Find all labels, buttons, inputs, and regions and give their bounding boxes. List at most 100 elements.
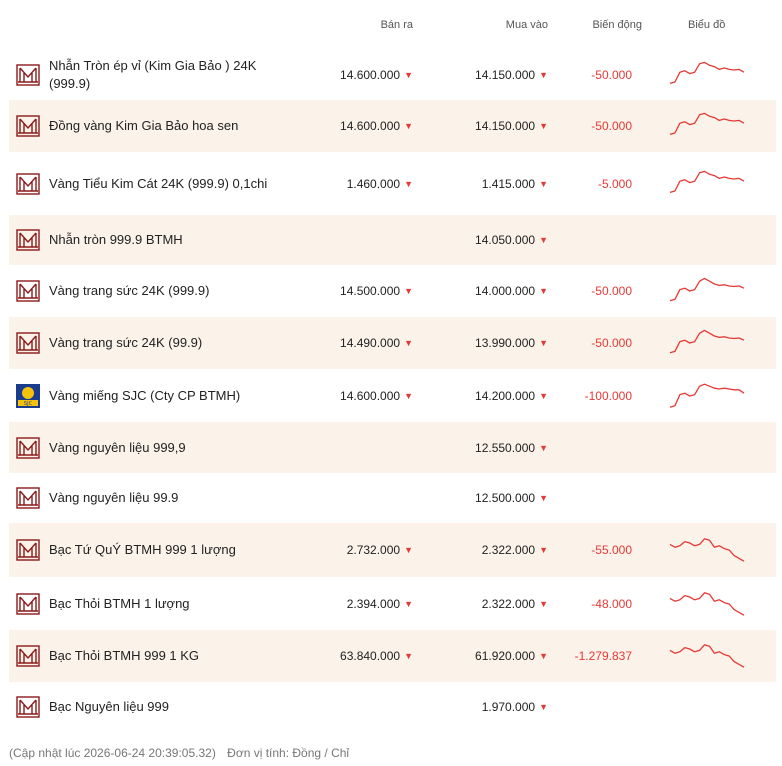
- footer: (Cập nhật lúc 2026-06-24 20:39:05.32) Đơ…: [9, 746, 349, 760]
- trend-sparkline[interactable]: [667, 587, 747, 621]
- unit-label: Đơn vị tính: Đồng / Chỉ: [227, 746, 350, 760]
- buy-price: 61.920.000 ▼: [475, 649, 548, 663]
- sell-price: 1.460.000 ▼: [347, 177, 413, 191]
- table-row[interactable]: Nhẫn tròn 999.9 BTMH 14.050.000 ▼: [9, 215, 776, 265]
- down-arrow-icon: ▼: [404, 178, 413, 189]
- table-row[interactable]: Vàng trang sức 24K (999.9) 14.500.000 ▼ 14.…: [9, 265, 776, 317]
- header-buy: Mua vào: [505, 19, 548, 31]
- sell-price: 2.394.000 ▼: [347, 597, 413, 611]
- trend-sparkline[interactable]: [667, 533, 747, 567]
- buy-price: 1.970.000 ▼: [482, 700, 548, 714]
- sell-price: 14.600.000 ▼: [340, 119, 413, 133]
- table-row[interactable]: Bạc Tứ QuÝ BTMH 999 1 lượng 2.732.000 ▼ 2.3…: [9, 523, 776, 577]
- buy-price: 14.050.000 ▼: [475, 233, 548, 247]
- down-arrow-icon: ▼: [404, 651, 413, 661]
- down-arrow-icon: ▼: [539, 702, 548, 712]
- btmh-logo-icon: [16, 538, 40, 562]
- table-row[interactable]: Bạc Thỏi BTMH 1 lượng 2.394.000 ▼ 2.322.000…: [9, 577, 776, 630]
- table-row[interactable]: Vàng nguyên liệu 99.9 12.500.000 ▼: [9, 473, 776, 523]
- down-arrow-icon: ▼: [539, 545, 548, 555]
- sell-price-value: 14.600.000: [340, 119, 401, 133]
- buy-price-value: 14.150.000: [475, 119, 536, 133]
- table-row[interactable]: SJC Vàng miếng SJC (Cty CP BTMH) 14.600.00…: [9, 369, 776, 422]
- product-name: Bạc Tứ QuÝ BTMH 999 1 lượng: [49, 542, 236, 557]
- down-arrow-icon: ▼: [404, 545, 413, 555]
- down-arrow-icon: ▼: [539, 442, 548, 453]
- sparkline-path: [669, 644, 745, 668]
- buy-price-value: 1.970.000: [481, 700, 536, 714]
- down-arrow-icon: ▼: [404, 121, 413, 131]
- btmh-logo-icon: [16, 279, 40, 303]
- btmh-logo-icon: [16, 228, 40, 252]
- table-row[interactable]: Bạc Thỏi BTMH 999 1 KG 63.840.000 ▼ 61.920.…: [9, 630, 776, 682]
- sell-price-value: 14.600.000: [340, 388, 401, 403]
- table-row[interactable]: Vàng trang sức 24K (99.9) 14.490.000 ▼ 13.9…: [9, 317, 776, 369]
- sell-price-value: 14.600.000: [340, 68, 401, 82]
- down-arrow-icon: ▼: [539, 121, 548, 131]
- buy-price: 1.415.000 ▼: [482, 177, 548, 191]
- product-name: Đồng vàng Kim Gia Bảo hoa sen: [49, 118, 239, 133]
- sparkline-path: [669, 538, 745, 562]
- price-change: -50.000: [591, 119, 632, 133]
- price-table: Bán ra Mua vào Biến động Biểu đồ Nhẫn Tr…: [9, 0, 776, 732]
- trend-sparkline[interactable]: [667, 274, 747, 308]
- product-name: Vàng trang sức 24K (99.9): [49, 335, 203, 350]
- buy-price: 12.550.000 ▼: [475, 441, 548, 455]
- sell-price: 14.600.000 ▼: [340, 68, 413, 82]
- product-name: Vàng trang sức 24K (999.9): [49, 283, 210, 298]
- down-arrow-icon: ▼: [539, 338, 548, 348]
- buy-price-value: 1.415.000: [481, 176, 536, 191]
- buy-price: 14.150.000 ▼: [475, 68, 548, 82]
- price-change: -1.279.837: [574, 649, 632, 663]
- buy-price: 2.322.000 ▼: [482, 597, 548, 611]
- header-change: Biến động: [592, 19, 642, 31]
- header-sell: Bán ra: [380, 19, 413, 31]
- btmh-logo-icon: [16, 63, 40, 87]
- trend-sparkline[interactable]: [667, 58, 747, 92]
- sell-price-value: 2.732.000: [346, 543, 401, 557]
- trend-sparkline[interactable]: [667, 639, 747, 673]
- buy-price: 14.200.000 ▼: [475, 389, 548, 403]
- trend-sparkline[interactable]: [667, 379, 747, 413]
- btmh-logo-icon: [16, 331, 40, 355]
- buy-price-value: 12.550.000: [475, 440, 536, 455]
- table-body: Nhẫn Tròn ép vỉ (Kim Gia Bảo ) 24K (999.…: [9, 50, 776, 732]
- buy-price-value: 14.000.000: [475, 284, 536, 298]
- btmh-logo-icon: [16, 644, 40, 668]
- sell-price-value: 2.394.000: [346, 596, 401, 611]
- price-change: -100.000: [584, 388, 632, 403]
- price-change: -50.000: [591, 68, 632, 82]
- down-arrow-icon: ▼: [404, 390, 413, 401]
- down-arrow-icon: ▼: [539, 390, 548, 401]
- sell-price: 63.840.000 ▼: [340, 649, 413, 663]
- table-row[interactable]: Bạc Nguyên liệu 999 1.970.000 ▼: [9, 682, 776, 732]
- table-row[interactable]: Đồng vàng Kim Gia Bảo hoa sen 14.600.000 ▼…: [9, 100, 776, 152]
- product-name: Bạc Thỏi BTMH 1 lượng: [49, 595, 190, 611]
- sell-price-value: 1.460.000: [346, 176, 401, 191]
- product-name: Nhẫn tròn 999.9 BTMH: [49, 232, 183, 247]
- sparkline-path: [669, 329, 745, 354]
- buy-price: 2.322.000 ▼: [482, 543, 548, 557]
- table-header: Bán ra Mua vào Biến động Biểu đồ: [9, 0, 776, 50]
- trend-sparkline[interactable]: [667, 167, 747, 201]
- table-row[interactable]: Vàng nguyên liệu 999,9 12.550.000 ▼: [9, 422, 776, 473]
- price-change: -50.000: [591, 336, 632, 350]
- buy-price-value: 12.500.000: [475, 491, 536, 505]
- product-name: Nhẫn Tròn ép vỉ (Kim Gia Bảo ) 24K (999.…: [49, 58, 257, 91]
- product-name: Vàng nguyên liệu 99.9: [49, 490, 179, 505]
- sell-price-value: 14.490.000: [340, 336, 401, 350]
- header-chart: Biểu đồ: [688, 19, 726, 31]
- table-row[interactable]: Nhẫn Tròn ép vỉ (Kim Gia Bảo ) 24K (999.…: [9, 50, 776, 100]
- product-name: Bạc Thỏi BTMH 999 1 KG: [49, 648, 200, 663]
- sparkline-path: [669, 112, 745, 136]
- buy-price: 12.500.000 ▼: [475, 491, 548, 505]
- trend-sparkline[interactable]: [667, 326, 747, 360]
- btmh-logo-icon: [16, 486, 40, 510]
- trend-sparkline[interactable]: [667, 109, 747, 143]
- price-change: -55.000: [591, 543, 632, 557]
- down-arrow-icon: ▼: [404, 70, 413, 80]
- down-arrow-icon: ▼: [539, 493, 548, 503]
- table-row[interactable]: Vàng Tiểu Kim Cát 24K (999.9) 0,1chi 1.46…: [9, 152, 776, 215]
- down-arrow-icon: ▼: [404, 286, 413, 296]
- product-name: Bạc Nguyên liệu 999: [49, 699, 169, 714]
